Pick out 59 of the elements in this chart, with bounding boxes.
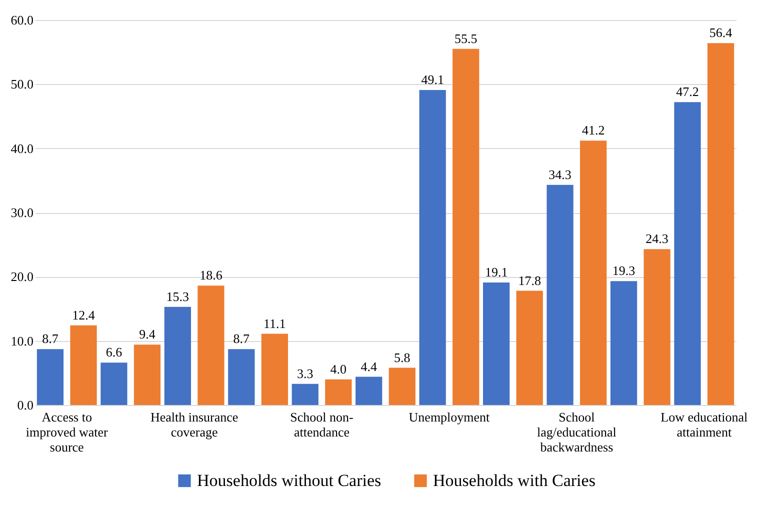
legend-label: Households with Caries (433, 470, 596, 490)
legend-label: Households without Caries (197, 470, 382, 490)
y-tick-label: 50.0 (10, 76, 34, 92)
bar (388, 368, 416, 405)
bar (164, 306, 191, 405)
bar (261, 334, 288, 405)
bar (707, 43, 734, 405)
data-label: 41.2 (582, 122, 605, 138)
y-tick-label: 20.0 (10, 269, 34, 284)
bar (134, 344, 161, 405)
bar (674, 102, 701, 405)
bar (198, 286, 224, 405)
x-tick-label: Low educational attainment (660, 410, 748, 440)
bar (644, 249, 670, 405)
data-label: 6.6 (106, 344, 123, 360)
data-label: 4.0 (330, 361, 347, 376)
bar (483, 282, 510, 405)
bar (292, 384, 318, 405)
bar (610, 281, 638, 405)
y-tick-label: 30.0 (10, 205, 34, 220)
y-tick-label: 10.0 (10, 333, 34, 348)
bar (36, 349, 64, 405)
bar (325, 379, 352, 405)
bar (546, 184, 574, 405)
data-label: 19.3 (612, 263, 636, 278)
x-tick-label: Unemployment (408, 410, 490, 424)
data-label: 34.3 (548, 166, 572, 182)
data-label: 47.2 (676, 84, 699, 100)
x-tick-label: Health insurance coverage (150, 410, 238, 440)
data-label: 19.1 (484, 264, 508, 280)
bar (452, 48, 480, 405)
x-tick-label: School non-attendance (290, 410, 354, 440)
bar (356, 376, 382, 405)
data-label: 11.1 (264, 316, 286, 331)
data-label: 12.4 (72, 307, 96, 322)
data-label: 49.1 (421, 72, 444, 87)
bar (100, 362, 128, 405)
data-label: 17.8 (518, 272, 541, 288)
data-label: 55.5 (454, 30, 478, 46)
data-label: 8.7 (42, 331, 59, 346)
data-label: 56.4 (709, 25, 733, 40)
bar (419, 90, 446, 405)
data-label: 8.7 (233, 331, 250, 346)
x-tick-label: School lag/educational backwardness (536, 410, 617, 454)
bar (580, 140, 607, 405)
data-label: 15.3 (166, 288, 190, 304)
data-label: 24.3 (646, 231, 668, 246)
y-tick-label: 60.0 (10, 12, 34, 28)
y-tick-label: 0.0 (17, 398, 34, 412)
data-label: 18.6 (200, 268, 223, 283)
bar (516, 290, 543, 405)
y-tick-label: 40.0 (10, 140, 34, 156)
data-label: 4.4 (360, 358, 378, 374)
data-label: 5.8 (394, 350, 410, 365)
x-tick-label: Access to improved water source (26, 410, 108, 454)
bar (228, 349, 255, 405)
data-label: 9.4 (139, 326, 156, 342)
data-label: 3.3 (297, 366, 314, 381)
bar (70, 325, 97, 405)
